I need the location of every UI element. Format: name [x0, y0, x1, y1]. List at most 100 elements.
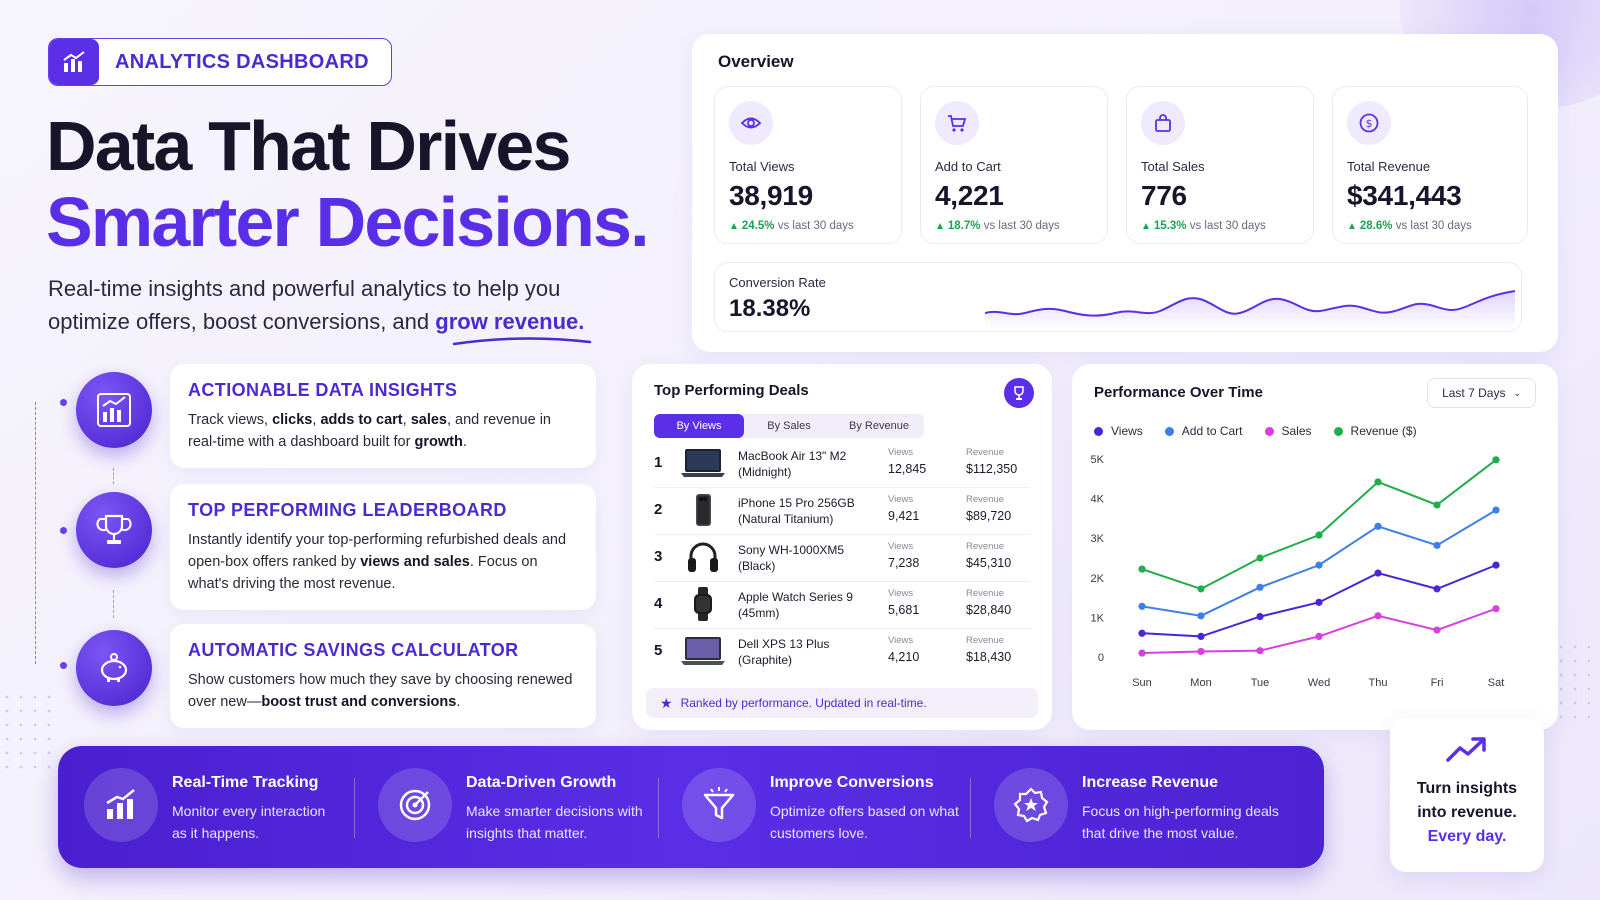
legend-item[interactable]: Views — [1094, 424, 1143, 438]
deal-views: 4,210 — [888, 650, 920, 664]
performance-panel: 0 1K 2K 3K 4K 5K Sun Mon Tue Wed Thu Fri Sat Perform… — [1072, 364, 1558, 730]
deal-views: 9,421 — [888, 509, 920, 523]
stat-value: 38,919 — [729, 180, 813, 211]
series-line-revenue — [1141, 458, 1497, 590]
data-point — [1315, 561, 1323, 569]
band-desc: Focus on high-performing deals that drive… — [1082, 803, 1279, 841]
stat-delta: ▲ 18.7% vs last 30 days — [935, 220, 1060, 232]
conversion-label: Conversion Rate — [729, 275, 826, 290]
product-thumbnail — [680, 446, 726, 480]
deal-row[interactable]: 5 Dell XPS 13 Plus (Graphite) Views 4,210 Rev… — [654, 630, 1030, 676]
band-title: Improve Conversions — [770, 774, 934, 791]
stat-card-views[interactable]: Total Views 38,919 ▲ 24.5% vs last 30 day… — [714, 86, 902, 244]
x-tick-label: Tue — [1251, 677, 1270, 689]
legend-swatch — [1094, 426, 1103, 436]
deal-views: 7,238 — [888, 556, 920, 570]
deals-footer: ★ Ranked by performance. Updated in real… — [646, 688, 1038, 718]
band-title: Data-Driven Growth — [466, 774, 617, 791]
data-point — [1433, 626, 1441, 634]
y-tick-label: 5K — [1091, 454, 1105, 466]
stat-card-revenue[interactable]: $ Total Revenue $341,443 ▲ 28.6% vs last … — [1332, 86, 1528, 244]
badge-star-icon — [994, 768, 1068, 842]
data-point — [1433, 501, 1441, 509]
band-divider — [658, 778, 659, 838]
legend-item[interactable]: Add to Cart — [1164, 424, 1243, 438]
period-dropdown[interactable]: Last 7 Days ⌄ — [1427, 378, 1536, 408]
revenue-label: Revenue — [966, 494, 1005, 505]
dollar-icon: $ — [1347, 101, 1391, 145]
data-point — [1492, 456, 1500, 464]
chevron-down-icon: ⌄ — [1513, 387, 1521, 398]
overview-title: Overview — [718, 52, 794, 71]
deal-views: 5,681 — [888, 603, 920, 617]
stat-label: Total Sales — [1141, 159, 1205, 174]
connector-dot — [60, 399, 67, 406]
deals-title: Top Performing Deals — [654, 382, 809, 399]
y-tick-label: 3K — [1091, 533, 1105, 545]
chart-legend: Views Add to Cart Sales Revenue ($) — [1094, 424, 1417, 438]
data-point — [1138, 649, 1146, 657]
tab-by-views[interactable]: By Views — [654, 414, 744, 438]
legend-item[interactable]: Sales — [1264, 424, 1312, 438]
overview-panel: Overview Total Views 38,919 ▲ 24.5% vs la… — [692, 34, 1558, 352]
views-label: Views — [888, 447, 914, 458]
cta-card: Turn insights into revenue. Every day. — [1390, 718, 1544, 872]
band-item-tracking: Real-Time Tracking Monitor every interact… — [84, 768, 325, 848]
deal-name: Dell XPS 13 Plus (Graphite) — [738, 637, 830, 667]
deal-revenue: $45,310 — [966, 556, 1012, 570]
data-point — [1197, 612, 1205, 620]
band-title: Real-Time Tracking — [172, 774, 319, 791]
band-title: Increase Revenue — [1082, 774, 1219, 791]
feature-desc: Show customers how much they save by cho… — [188, 672, 573, 710]
data-point — [1374, 522, 1382, 530]
band-item-growth: Data-Driven Growth Make smarter decisions… — [378, 768, 643, 848]
chart-title: Performance Over Time — [1094, 384, 1263, 401]
views-label: Views — [888, 635, 914, 646]
hero-line-1: Data That Drives — [46, 107, 571, 185]
deal-row[interactable]: 3 Sony WH-1000XM5 (Black) Views 7,238 Revenue… — [654, 536, 1030, 582]
revenue-label: Revenue — [966, 541, 1005, 552]
feature-desc: Instantly identify your top-performing r… — [188, 532, 567, 592]
header-badge: ANALYTICS DASHBOARD — [48, 38, 392, 86]
trend-up-icon — [1446, 737, 1486, 762]
feature-card-leaderboard: TOP PERFORMING LEADERBOARD Instantly ide… — [170, 484, 596, 610]
tab-by-sales[interactable]: By Sales — [767, 420, 811, 432]
data-point — [1492, 561, 1500, 569]
bag-icon — [1141, 101, 1185, 145]
feature-card-savings: AUTOMATIC SAVINGS CALCULATOR Show custom… — [170, 624, 596, 728]
deal-row[interactable]: 4 Apple Watch Series 9 (45mm) Views 5,681 Rev… — [654, 583, 1030, 629]
data-point — [1197, 585, 1205, 593]
data-point — [1315, 531, 1323, 539]
deal-name: Sony WH-1000XM5 (Black) — [738, 543, 845, 573]
legend-swatch — [1333, 426, 1343, 436]
stat-delta: ▲ 15.3% vs last 30 days — [1141, 220, 1266, 232]
growth-chart-icon — [84, 768, 158, 842]
data-point — [1492, 605, 1500, 613]
data-point — [1315, 632, 1323, 641]
stat-value: 776 — [1141, 180, 1187, 211]
y-tick-label: 0 — [1098, 652, 1104, 664]
stat-card-sales[interactable]: Total Sales 776 ▲ 15.3% vs last 30 days — [1126, 86, 1314, 244]
svg-text:$: $ — [1366, 117, 1373, 130]
band-divider — [354, 778, 355, 838]
underline-swoosh — [452, 337, 592, 346]
conversion-sparkline — [985, 290, 1515, 329]
tab-by-revenue[interactable]: By Revenue — [849, 420, 909, 432]
deal-rank: 2 — [654, 501, 663, 518]
arrow-up-icon: ▲ — [1141, 221, 1151, 232]
legend-item[interactable]: Revenue ($) — [1333, 424, 1417, 438]
data-point — [1138, 565, 1146, 573]
data-point — [1138, 629, 1146, 637]
legend-label: Sales — [1281, 424, 1312, 438]
hero-subtitle-text: Real-time insights and powerful analytic… — [48, 276, 561, 334]
data-point — [1256, 554, 1264, 562]
deal-row[interactable]: 1 MacBook Air 13" M2 (Midnight) Views 12,845… — [654, 442, 1030, 488]
revenue-label: Revenue — [966, 588, 1005, 599]
feature-title: TOP PERFORMING LEADERBOARD — [188, 500, 507, 520]
product-thumbnail — [680, 493, 726, 527]
deal-row[interactable]: 2 iPhone 15 Pro 256GB (Natural Titanium) Vi… — [654, 489, 1030, 535]
feature-card-insights: ACTIONABLE DATA INSIGHTS Track views, cl… — [170, 364, 596, 468]
funnel-icon — [682, 768, 756, 842]
stat-card-cart[interactable]: Add to Cart 4,221 ▲ 18.7% vs last 30 days — [920, 86, 1108, 244]
data-point — [1138, 602, 1146, 610]
